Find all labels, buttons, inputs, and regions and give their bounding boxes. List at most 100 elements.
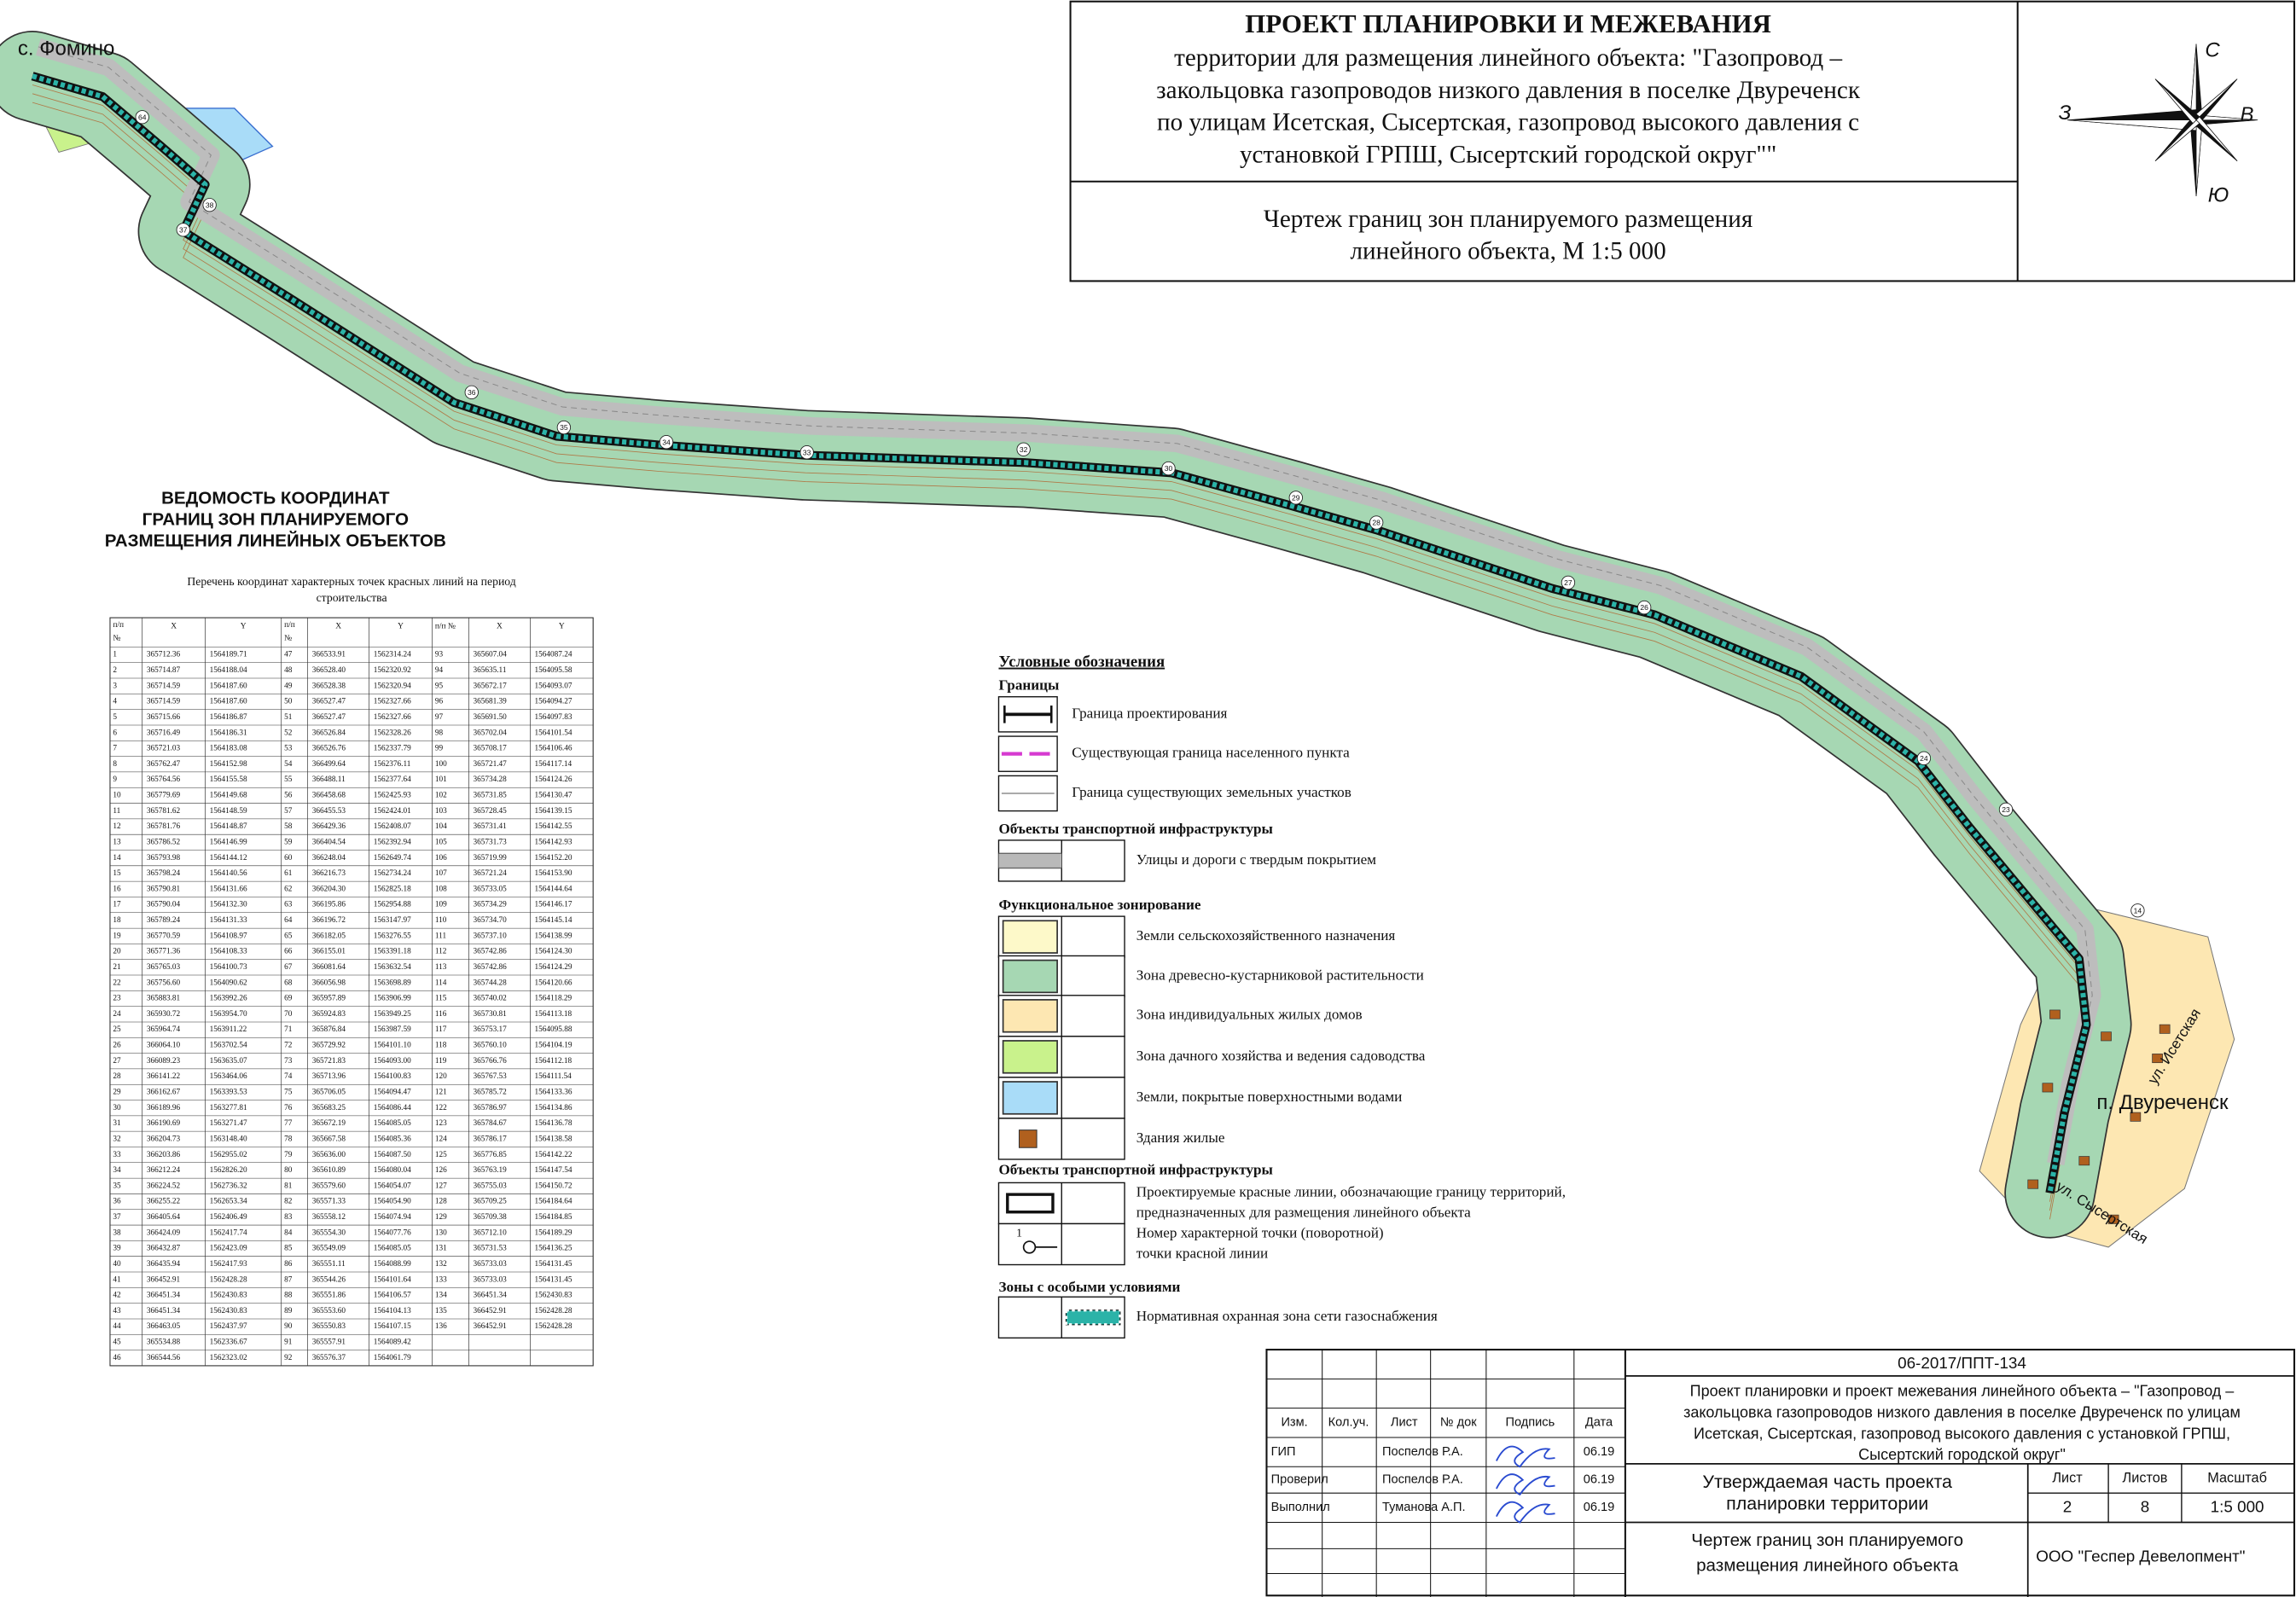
compass-label: З xyxy=(2059,102,2072,125)
table-cell: 1564147.54 xyxy=(535,1166,573,1175)
table-cell: 90 xyxy=(284,1322,293,1331)
legend-heading: Объекты транспортной инфраструктуры xyxy=(998,1162,1272,1178)
table-cell: 123 xyxy=(435,1119,447,1128)
table-cell: 1564074.94 xyxy=(374,1213,411,1222)
table-cell: 365924.83 xyxy=(312,1010,346,1019)
table-cell: 1562653.34 xyxy=(210,1198,247,1206)
table-cell: 365876.84 xyxy=(312,1025,346,1034)
table-cell: 1564133.36 xyxy=(535,1089,573,1097)
table-cell: 365551.86 xyxy=(312,1292,346,1300)
table-cell: 1564148.59 xyxy=(210,807,247,816)
table-header: п/п xyxy=(113,621,124,630)
table-cell: 124 xyxy=(435,1135,447,1143)
table-cell: 126 xyxy=(435,1166,447,1175)
point-number: 14 xyxy=(2134,906,2142,915)
table-cell: 366081.64 xyxy=(312,963,346,972)
table-cell: 365765.03 xyxy=(147,963,181,972)
table-cell: 24 xyxy=(113,1010,121,1019)
stamp-drawing: размещения линейного объекта xyxy=(1696,1555,1959,1575)
building xyxy=(2049,1009,2061,1019)
table-cell: 16 xyxy=(113,885,121,893)
table-cell: 365714.59 xyxy=(147,698,181,706)
table-cell: 1562430.83 xyxy=(535,1292,573,1300)
table-cell: 365760.10 xyxy=(473,1042,507,1050)
table-cell: 1564136.25 xyxy=(535,1245,573,1253)
table-cell: 365744.28 xyxy=(473,979,507,987)
table-cell: 366528.40 xyxy=(312,666,346,675)
table-cell: 365721.47 xyxy=(473,760,507,769)
legend-symbol-hatch xyxy=(1064,1308,1122,1327)
table-cell: 1564097.83 xyxy=(535,713,573,722)
table-cell: 1564093.07 xyxy=(535,682,573,690)
table-cell: 1563147.97 xyxy=(374,916,411,925)
table-cell: 365753.17 xyxy=(473,1025,507,1034)
table-cell: 1564146.17 xyxy=(535,901,573,909)
table-cell: 1564132.30 xyxy=(210,901,247,909)
point-marker xyxy=(202,198,217,212)
table-cell: 30 xyxy=(113,1104,121,1112)
table-cell: 365786.97 xyxy=(473,1104,507,1112)
legend-symbol xyxy=(1002,999,1058,1033)
table-cell: 1564145.14 xyxy=(535,916,573,925)
subtitle: по улицам Исетская, Сысертская, газопров… xyxy=(1157,109,1859,136)
road-edge xyxy=(38,46,2093,1164)
table-cell: 366452.91 xyxy=(473,1307,507,1315)
point-number: 64 xyxy=(138,113,147,121)
table-cell: 82 xyxy=(284,1198,293,1206)
table-cell: 134 xyxy=(435,1292,447,1300)
table-cell: 365731.53 xyxy=(473,1245,507,1253)
table-cell: 365551.11 xyxy=(312,1260,346,1269)
table-cell: 112 xyxy=(435,948,447,956)
table-cell: 365579.60 xyxy=(312,1182,346,1190)
table-cell: 119 xyxy=(435,1057,447,1066)
table-cell: 1564152.98 xyxy=(210,760,247,769)
point-number: 24 xyxy=(1920,754,1928,763)
table-cell: 365781.76 xyxy=(147,822,181,831)
table-cell: 1562406.49 xyxy=(210,1213,247,1222)
table-cell: 98 xyxy=(435,729,444,737)
legend-symbol xyxy=(1002,1081,1058,1115)
table-cell: 109 xyxy=(435,901,447,909)
point-marker xyxy=(659,435,674,450)
table-cell: 1562428.28 xyxy=(535,1307,573,1315)
table-cell: 17 xyxy=(113,901,121,909)
table-cell: 43 xyxy=(113,1307,121,1315)
table-cell: 365706.05 xyxy=(312,1089,346,1097)
table-cell: 113 xyxy=(435,963,447,972)
table-header: X xyxy=(335,623,341,631)
table-cell: 366526.76 xyxy=(312,745,346,753)
table-cell: 365571.33 xyxy=(312,1198,346,1206)
table-cell: 365733.05 xyxy=(473,885,507,893)
table-cell: 366455.53 xyxy=(312,807,346,816)
table-cell: 366224.52 xyxy=(147,1182,181,1190)
table-cell: 1562320.94 xyxy=(374,682,411,690)
table-cell: 1564104.19 xyxy=(535,1042,573,1050)
table-cell: 366463.05 xyxy=(147,1322,181,1331)
table-cell: 1562425.93 xyxy=(374,792,411,800)
legend-label: Земли сельскохозяйственного назначения xyxy=(1136,927,1396,944)
table-cell: 1562328.26 xyxy=(374,729,411,737)
table-cell: 365714.87 xyxy=(147,666,181,675)
table-cell: 4 xyxy=(113,698,117,706)
table-cell: 1562736.32 xyxy=(210,1182,247,1190)
table-cell: 366452.91 xyxy=(473,1322,507,1331)
legend-symbol xyxy=(998,853,1062,868)
table-cell: 104 xyxy=(435,822,447,831)
table-cell: 1564144.12 xyxy=(210,854,247,862)
table-cell: 365767.53 xyxy=(473,1072,507,1081)
table-cell: 1564189.71 xyxy=(210,651,247,659)
table-cell: 125 xyxy=(435,1151,447,1159)
table-cell: 366432.87 xyxy=(147,1245,181,1253)
legend-label: Зона древесно-кустарниковой растительнос… xyxy=(1136,967,1424,983)
table-cell: 366533.91 xyxy=(312,651,346,659)
table-cell: 74 xyxy=(284,1072,293,1081)
building xyxy=(2107,1214,2119,1224)
stamp-person: Поспелов Р.А. xyxy=(1382,1473,1463,1487)
table-cell: 84 xyxy=(284,1228,293,1237)
legend-label: Граница проектирования xyxy=(1072,705,1227,721)
table-cell: 110 xyxy=(435,916,447,925)
table-cell: 1564189.29 xyxy=(535,1228,573,1237)
title: ПРОЕКТ ПЛАНИРОВКИ И МЕЖЕВАНИЯ xyxy=(1245,9,1771,38)
table-cell: 42 xyxy=(113,1292,121,1300)
table-cell: 365763.19 xyxy=(473,1166,507,1175)
